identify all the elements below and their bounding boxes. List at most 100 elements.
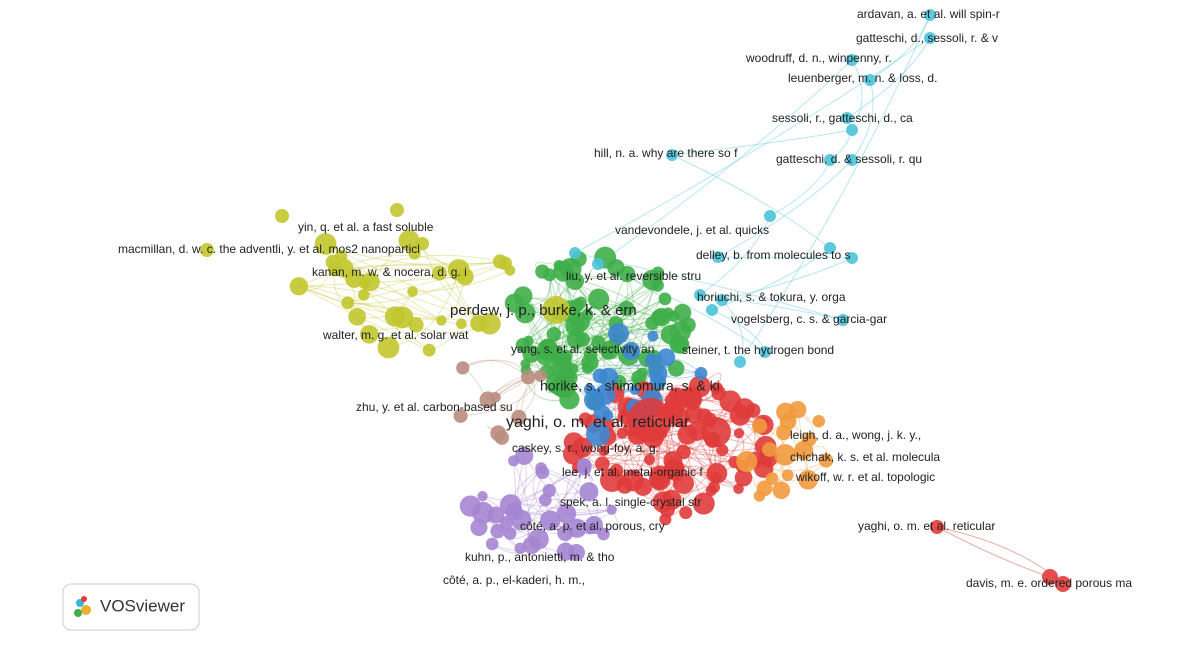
node bbox=[619, 265, 636, 283]
node bbox=[542, 296, 570, 324]
edge bbox=[325, 243, 501, 266]
node bbox=[515, 337, 531, 353]
node bbox=[756, 480, 773, 497]
node bbox=[765, 472, 779, 486]
node bbox=[666, 462, 685, 481]
node bbox=[650, 373, 667, 390]
node bbox=[628, 398, 672, 442]
node bbox=[864, 74, 876, 86]
node bbox=[647, 330, 659, 342]
edge bbox=[553, 279, 653, 335]
node bbox=[649, 469, 671, 491]
node bbox=[657, 348, 676, 367]
node-label: côté, a. p. et al. porous, cry bbox=[520, 519, 665, 533]
node bbox=[679, 506, 693, 520]
edge bbox=[298, 285, 430, 351]
node bbox=[924, 32, 936, 44]
node bbox=[357, 288, 370, 301]
node bbox=[774, 444, 796, 466]
node bbox=[422, 343, 436, 357]
node bbox=[692, 492, 715, 515]
edge bbox=[580, 302, 640, 384]
edge bbox=[462, 359, 529, 378]
node bbox=[734, 468, 753, 487]
node bbox=[616, 427, 628, 439]
node bbox=[556, 542, 575, 561]
node bbox=[538, 493, 552, 507]
node bbox=[584, 523, 596, 535]
node bbox=[666, 149, 678, 161]
node-label: wikoff, w. r. et al. topologic bbox=[795, 470, 935, 484]
edge bbox=[614, 394, 658, 484]
node bbox=[668, 310, 680, 322]
node bbox=[540, 510, 561, 531]
node bbox=[479, 391, 497, 409]
node bbox=[390, 203, 404, 217]
node bbox=[490, 523, 506, 539]
node bbox=[694, 289, 706, 301]
edge bbox=[298, 285, 442, 321]
logo[interactable]: VOSviewer bbox=[62, 583, 200, 631]
node bbox=[520, 369, 536, 385]
node bbox=[581, 361, 595, 374]
node bbox=[664, 391, 684, 411]
node bbox=[507, 455, 520, 467]
node bbox=[361, 272, 380, 292]
node-label: hill, n. a. why are there so f bbox=[594, 146, 738, 160]
node bbox=[733, 428, 745, 439]
node-label: yin, q. et al. a fast soluble bbox=[298, 220, 434, 234]
edge bbox=[597, 59, 853, 265]
node bbox=[772, 481, 791, 500]
node-label: chichak, k. s. et al. molecula bbox=[790, 450, 940, 464]
node bbox=[837, 314, 849, 326]
node bbox=[1042, 569, 1058, 585]
node bbox=[520, 358, 531, 369]
node-label: liu, y. et al. reversible stru bbox=[566, 269, 701, 283]
node bbox=[759, 346, 771, 358]
node bbox=[543, 268, 557, 282]
node bbox=[680, 386, 702, 408]
logo-text[interactable]: VOSviewer bbox=[100, 596, 185, 615]
node bbox=[694, 367, 708, 380]
node bbox=[622, 341, 641, 360]
edge bbox=[482, 495, 612, 511]
node-label: spek, a. l. single-crystal str bbox=[560, 495, 701, 509]
node bbox=[391, 306, 414, 329]
node bbox=[824, 154, 836, 166]
node bbox=[651, 266, 665, 280]
node bbox=[701, 417, 731, 447]
node-label: delley, b. from molecules to s bbox=[696, 248, 851, 262]
node bbox=[798, 470, 818, 490]
node bbox=[705, 485, 717, 497]
node-label: ardavan, a. et al. will spin-r bbox=[857, 7, 1000, 21]
node-label: caskey, s. r., wong-foy, a. g. bbox=[512, 441, 659, 455]
node bbox=[716, 294, 728, 306]
node-label: yaghi, o. m. et al. reticular bbox=[858, 519, 995, 533]
logo-box[interactable] bbox=[62, 583, 200, 631]
node bbox=[846, 154, 858, 166]
edge bbox=[851, 59, 863, 131]
edge bbox=[298, 285, 442, 321]
node bbox=[534, 369, 547, 382]
node bbox=[456, 318, 467, 330]
node bbox=[781, 469, 794, 482]
node bbox=[677, 424, 698, 445]
edge bbox=[739, 14, 931, 363]
node bbox=[588, 288, 610, 310]
node bbox=[499, 494, 522, 516]
node bbox=[846, 54, 858, 66]
edge bbox=[769, 159, 831, 217]
node bbox=[629, 384, 640, 396]
logo-icon bbox=[81, 596, 87, 602]
node-label: lee, j. et al. metal-organic f bbox=[562, 465, 703, 479]
node bbox=[503, 527, 517, 540]
node-label: walter, m. g. et al. solar wat bbox=[322, 328, 469, 342]
node bbox=[579, 482, 599, 502]
node bbox=[669, 321, 692, 343]
node-label: horiuchi, s. & tokura, y. orga bbox=[697, 290, 846, 304]
node bbox=[407, 286, 418, 297]
node bbox=[710, 471, 722, 483]
node bbox=[341, 296, 355, 310]
edge bbox=[546, 284, 658, 346]
node-label: woodruff, d. n., winpenny, r. bbox=[745, 51, 892, 65]
